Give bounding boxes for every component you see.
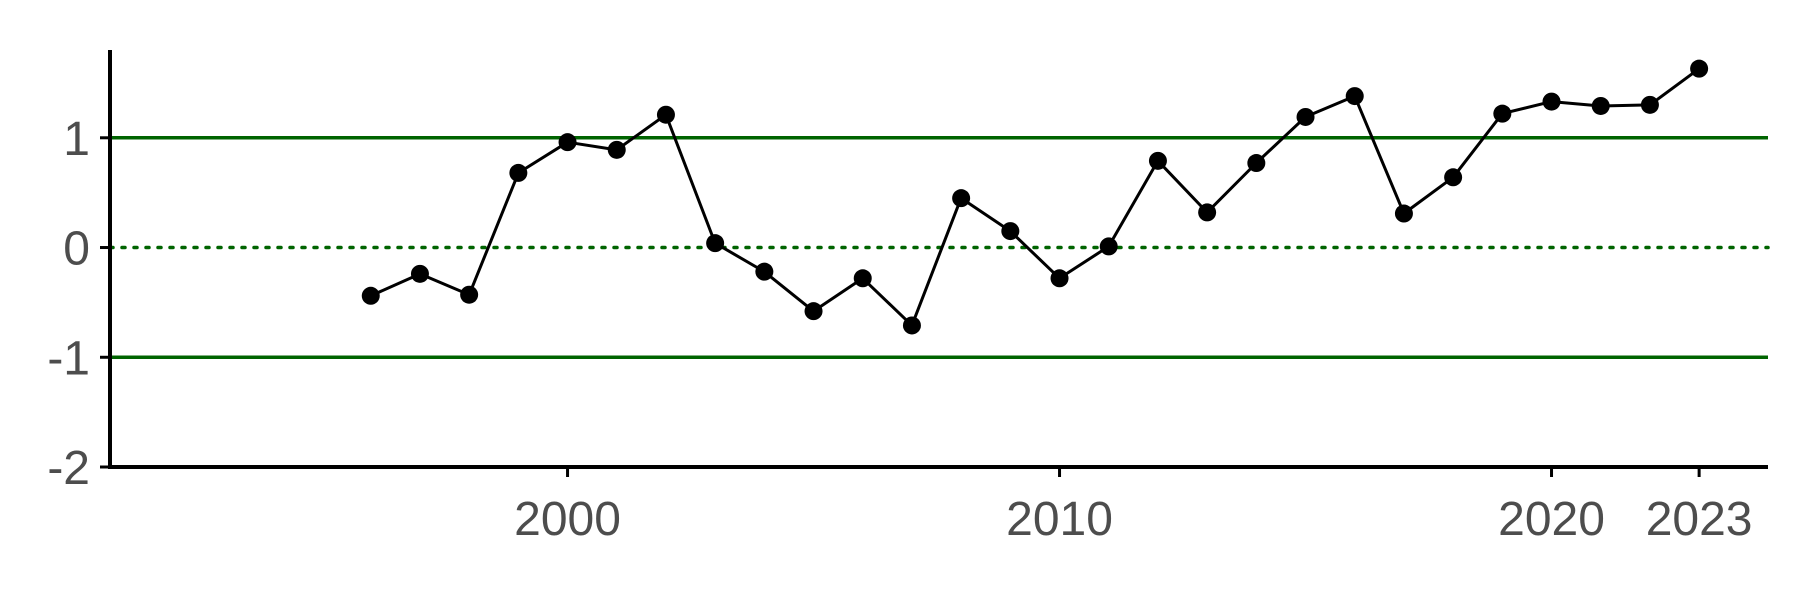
- data-point: [1099, 237, 1118, 256]
- data-point: [1640, 95, 1659, 114]
- data-point: [1591, 96, 1610, 115]
- x-tick-label: 2010: [1006, 493, 1113, 546]
- data-point: [902, 316, 921, 335]
- data-point: [1493, 104, 1512, 123]
- data-point: [1690, 59, 1709, 78]
- y-tick-label: 1: [63, 113, 90, 166]
- data-point: [558, 133, 577, 152]
- y-tick-label: 0: [63, 223, 90, 276]
- data-point: [755, 262, 774, 281]
- data-point: [1394, 204, 1413, 223]
- data-point: [1247, 154, 1266, 173]
- data-point: [1444, 168, 1463, 187]
- data-point: [1296, 107, 1315, 126]
- data-point: [1345, 87, 1364, 106]
- data-point: [853, 269, 872, 288]
- reference-lines: [108, 136, 1770, 360]
- data-point: [656, 105, 675, 124]
- y-tick-label: -2: [47, 442, 90, 495]
- data-point: [1198, 203, 1217, 222]
- data-point: [361, 286, 380, 305]
- tick-labels: -2 -1 0 1 2000 2010 2020 2023: [47, 113, 1752, 546]
- data-point: [1050, 269, 1069, 288]
- data-point: [706, 234, 725, 253]
- data-point: [804, 302, 823, 321]
- series-line: [370, 67, 1700, 327]
- data-point: [1001, 222, 1020, 241]
- x-tick-label: 2020: [1498, 493, 1605, 546]
- data-series: [361, 59, 1709, 335]
- data-point: [1542, 92, 1561, 111]
- data-point: [509, 163, 528, 182]
- data-point: [607, 140, 626, 159]
- data-point: [410, 264, 429, 283]
- x-tick-label: 2000: [514, 493, 621, 546]
- axes: [100, 50, 1768, 477]
- x-tick-label: 2023: [1646, 493, 1753, 546]
- data-point: [460, 285, 479, 304]
- data-point: [1148, 151, 1167, 170]
- y-tick-label: -1: [47, 332, 90, 385]
- data-point: [952, 189, 971, 208]
